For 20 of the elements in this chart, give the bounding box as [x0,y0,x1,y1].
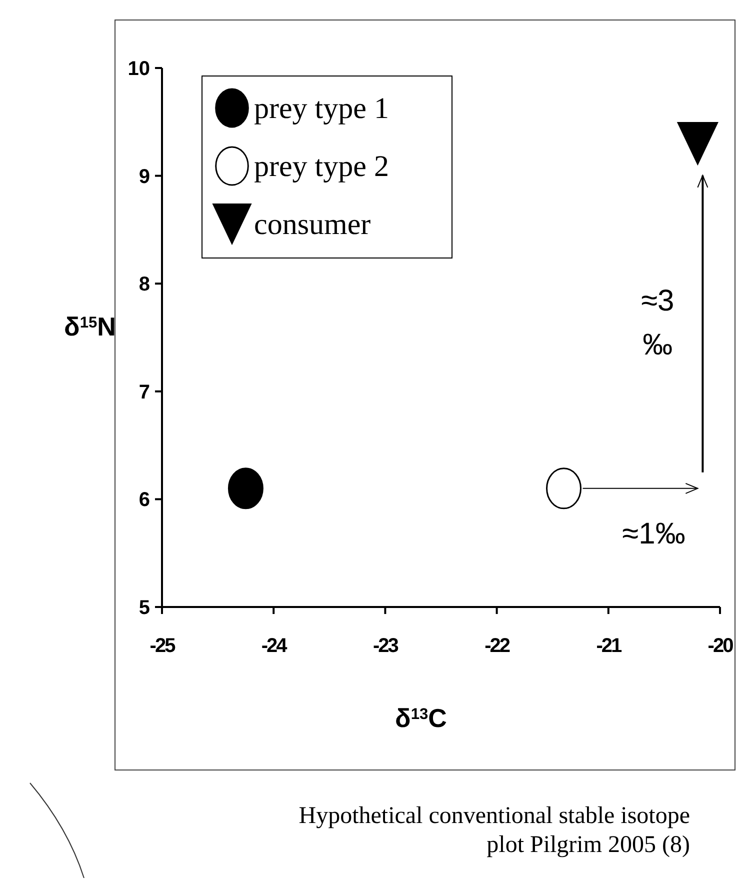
legend-label: prey type 2 [254,150,389,183]
y-tick-label: 7 [138,381,150,404]
y-tick-label: 8 [138,274,150,296]
x-tick-label: -21 [596,635,622,657]
text: Hypothetical conventional stable isotope plot Pilgrim 2005 (8) [298,803,690,858]
y-tick-label: 6 [138,489,150,512]
y-tick-label: 5 [138,597,150,619]
x-tick-label: -24 [261,635,288,657]
y-axis-title: δ$^{15}$N [64,312,116,342]
legend-label: consumer [254,208,371,241]
x-axis-title: δ$^{13}$C [395,703,448,733]
y-tick-label: 9 [138,166,150,188]
x-tick-label: -25 [150,635,176,657]
x-tick-label: -20 [708,635,734,657]
annotation: ≈1‰ [622,517,686,550]
legend-label: prey type 1 [254,92,389,125]
y-tick-label: 10 [128,58,150,80]
annotation: ≈3 ‰ [641,284,674,362]
x-tick-label: -23 [372,635,399,657]
x-tick-label: -22 [484,635,510,657]
